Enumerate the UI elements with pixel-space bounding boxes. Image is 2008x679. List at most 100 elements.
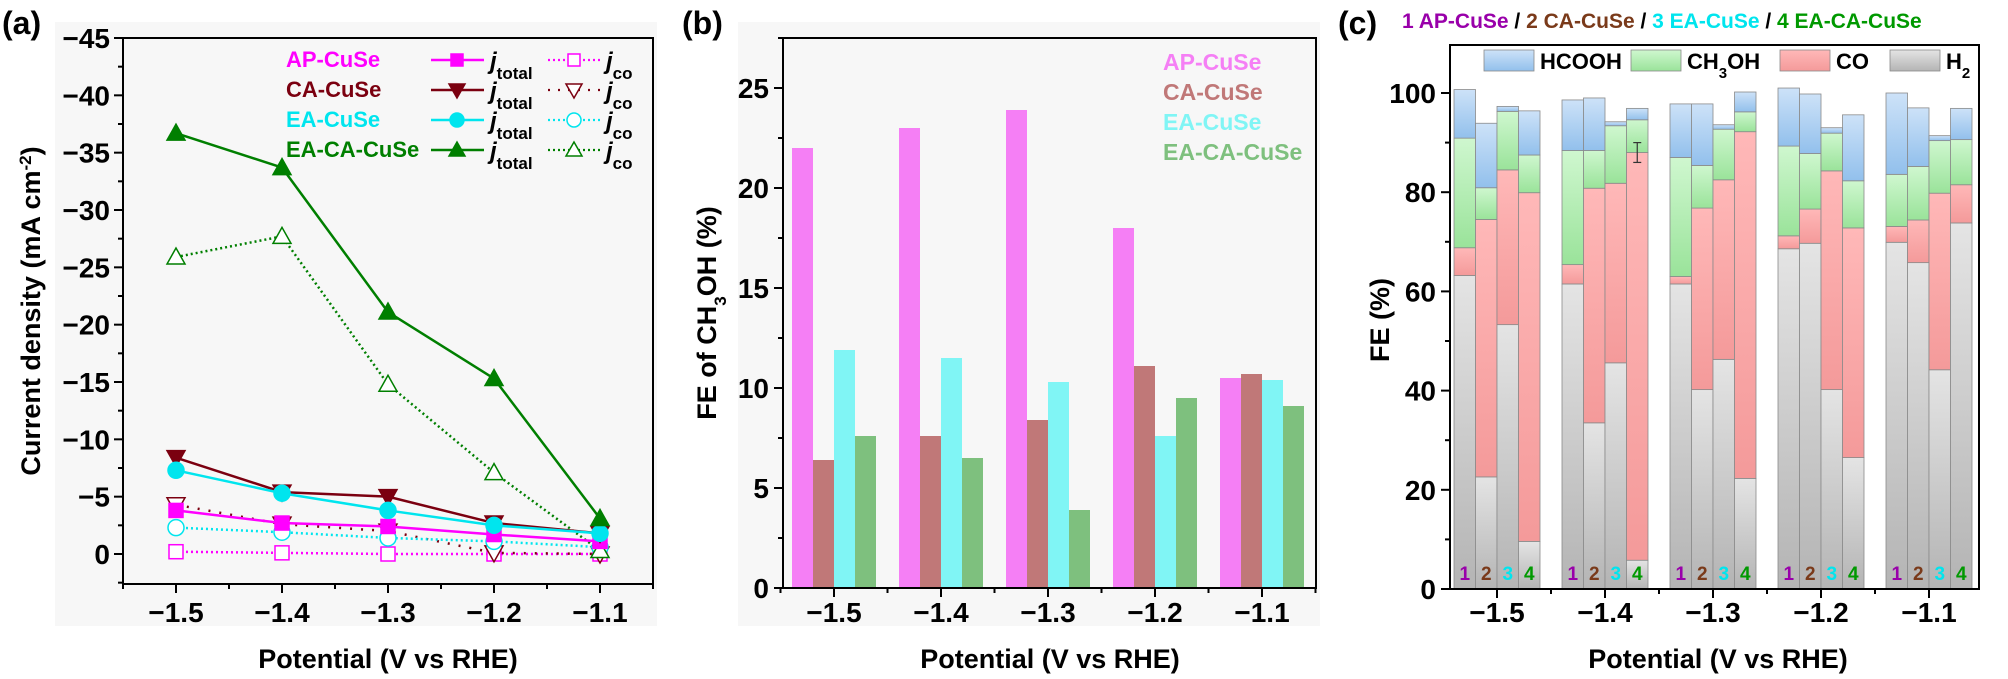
- bar-eaca: [1176, 398, 1197, 588]
- legend-total-label: jtotal: [487, 138, 533, 173]
- data-point: [589, 540, 611, 559]
- bar-eaca: [855, 436, 876, 588]
- panel-a-x-axis-title: Potential (V vs RHE): [258, 644, 518, 674]
- bar-segment-ch3oh: [1907, 166, 1930, 221]
- legend-item: CA-CuSe: [1163, 79, 1263, 105]
- data-point: [380, 518, 396, 535]
- panel-c-y-axis-title: FE (%): [1365, 278, 1395, 362]
- sample-number-label: 3: [1502, 564, 1513, 585]
- legend-total-sub: total: [497, 94, 533, 113]
- sample-number-label: 4: [1740, 564, 1751, 585]
- y-tick-label: 0: [94, 539, 110, 570]
- sample-number-label: 4: [1956, 564, 1967, 585]
- sample-number-label: 4: [1632, 564, 1643, 585]
- bar-eaca: [1283, 406, 1304, 588]
- legend-subscript: 3: [1719, 65, 1727, 82]
- x-tick-label: −1.2: [1793, 597, 1848, 628]
- series-eaca-co: [165, 225, 611, 559]
- y-tick-label: −20: [63, 310, 111, 341]
- y-tick-label: 40: [1405, 376, 1436, 407]
- legend-co-marker: [564, 83, 584, 100]
- legend-total-label: jtotal: [487, 48, 533, 83]
- bar-segment-ch3oh: [1669, 157, 1692, 277]
- legend-j: j: [603, 108, 614, 135]
- bar-eaca: [962, 458, 983, 588]
- panel-a-line-chart: −45 −40 −35 −30 −25 −20 −15 −10 −5 0 −1.5 −1.4 −1.3…: [16, 23, 654, 674]
- x-tick-label: −1.4: [254, 597, 310, 628]
- panel-b-x-axis-title: Potential (V vs RHE): [920, 644, 1180, 674]
- bar-segment-co: [1669, 276, 1692, 285]
- bar-segment-hcooh: [1669, 103, 1692, 158]
- stacked-bar: 4: [1842, 114, 1865, 590]
- bar-segment-hcooh: [1777, 87, 1800, 147]
- sample-number-label: 2: [1481, 564, 1492, 585]
- legend-label-hcooh: HCOOH: [1540, 49, 1622, 74]
- legend-total-sub: total: [497, 64, 533, 83]
- bar-segment-hcooh: [1496, 105, 1519, 112]
- stacked-bar: 2: [1907, 107, 1930, 590]
- data-point: [380, 546, 396, 562]
- sample-number-label: 2: [1589, 564, 1600, 585]
- bar-segment-ch3oh: [1518, 154, 1541, 194]
- legend-co-sub: co: [613, 64, 633, 83]
- panel-b-x-axis: −1.5 −1.4 −1.3 −1.2 −1.1: [779, 588, 1317, 628]
- bar-segment-co: [1928, 192, 1951, 371]
- panel-c-frame: [1449, 44, 1980, 590]
- legend-j: j: [487, 138, 498, 165]
- bar-segment-co: [1691, 207, 1714, 391]
- panel-label-a: (a): [2, 5, 41, 41]
- legend-subscript: 2: [1962, 65, 1970, 82]
- stacked-bar: 2: [1583, 97, 1606, 590]
- panel-c-sample-key: 1 AP-CuSe / 2 CA-CuSe / 3 EA-CuSe / 4 EA…: [1402, 10, 1922, 33]
- bar-segment-co: [1518, 192, 1541, 542]
- bar-segment-hcooh: [1928, 135, 1951, 142]
- sample-number-label: 2: [1697, 564, 1708, 585]
- legend-sample-label: EA-CuSe: [286, 107, 380, 132]
- data-point: [167, 518, 185, 537]
- stacked-bar: 2: [1691, 103, 1714, 590]
- data-point: [379, 501, 397, 520]
- x-tick-label: −1.4: [913, 597, 969, 628]
- panel-b-y-axis: 0 5 10 15 20 25: [738, 37, 783, 604]
- data-point: [274, 545, 290, 561]
- panel-b-y-axis-title: FE of CH3OH (%): [692, 206, 730, 419]
- bar-segment-ch3oh: [1604, 125, 1627, 184]
- bar-ca: [920, 436, 941, 588]
- legend-j: j: [487, 108, 498, 135]
- legend-swatch-ch3oh: [1630, 49, 1682, 72]
- panel-b-bars-layer: [792, 110, 1304, 588]
- legend-total-marker: [447, 140, 467, 157]
- bar-segment-h2: [1691, 389, 1714, 590]
- panel-a-x-axis: −1.5 −1.4 −1.3 −1.2 −1.1: [122, 584, 654, 628]
- stacked-bar: 3: [1496, 105, 1519, 590]
- bar-segment-hcooh: [1950, 107, 1973, 141]
- stacked-bar: 4: [1734, 91, 1757, 590]
- bar-segment-hcooh: [1799, 93, 1822, 154]
- legend-total-marker: [449, 112, 465, 128]
- x-tick-label: −1.3: [1685, 597, 1740, 628]
- y-tick-label: −5: [78, 482, 110, 513]
- sample-key-part: /: [1509, 10, 1527, 33]
- bar-segment-h2: [1907, 262, 1930, 590]
- series-line: [175, 234, 601, 552]
- bar-segment-h2: [1669, 283, 1692, 590]
- bar-segment-ch3oh: [1691, 165, 1714, 209]
- stacked-bar: 1: [1453, 89, 1476, 590]
- y-tick-label: 20: [1405, 475, 1436, 506]
- bar-segment-ch3oh: [1777, 145, 1800, 237]
- bar-segment-co: [1626, 152, 1649, 561]
- bar-segment-ch3oh: [1820, 132, 1843, 172]
- bar-segment-co: [1734, 131, 1757, 479]
- legend-co-marker: [566, 112, 582, 128]
- y-tick-label: −15: [63, 367, 111, 398]
- y-tick-label: −10: [63, 424, 111, 455]
- panel-a-y-axis: −45 −40 −35 −30 −25 −20 −15 −10 −5 0: [63, 23, 123, 584]
- x-tick-label: −1.5: [806, 597, 861, 628]
- bar-ea: [834, 350, 855, 588]
- legend-co-marker: [567, 53, 581, 67]
- series-eaca-total: [165, 122, 611, 527]
- legend-co-sub: co: [613, 154, 633, 173]
- bar-ap: [1113, 228, 1134, 588]
- series-line: [175, 550, 600, 556]
- y-tick-label: −35: [63, 138, 111, 169]
